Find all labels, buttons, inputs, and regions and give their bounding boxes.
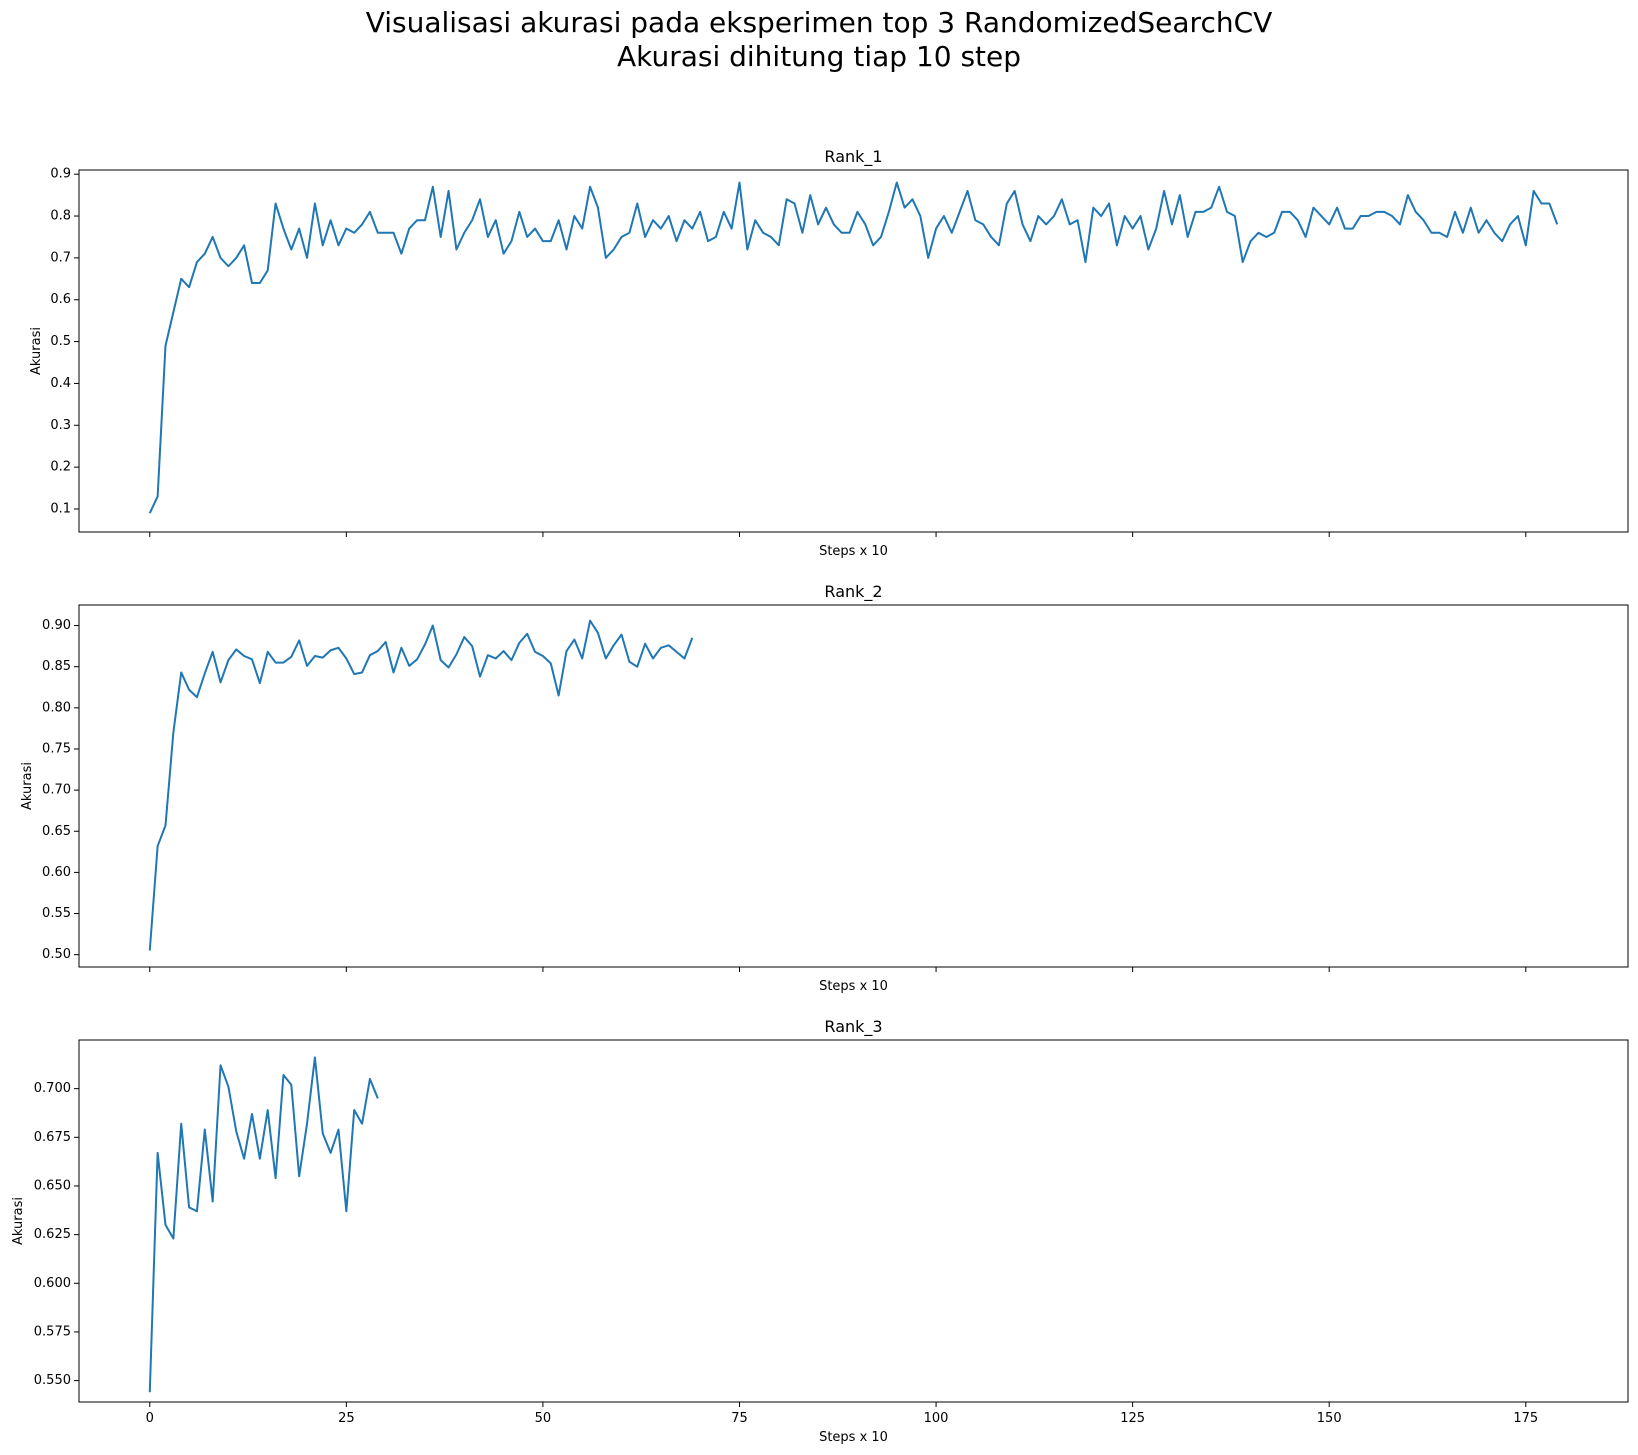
y-tick-label: 0.7 [50, 250, 71, 265]
x-tick-label: 100 [924, 1411, 949, 1426]
axes-frame [78, 169, 1629, 533]
x-tick-label: 50 [535, 1411, 552, 1426]
x-axis-label: Steps x 10 [819, 979, 888, 994]
y-tick-label: 0.8 [50, 209, 71, 224]
y-tick-label: 0.55 [42, 906, 71, 921]
figure-title-line-2: Akurasi dihitung tiap 10 step [616, 40, 1022, 73]
y-tick-label: 0.1 [50, 501, 71, 516]
x-axis-label: Steps x 10 [819, 1430, 888, 1445]
x-tick-label: 75 [731, 1411, 748, 1426]
y-tick-label: 0.675 [34, 1130, 71, 1145]
x-tick-label: 150 [1317, 1411, 1342, 1426]
y-tick-label: 0.85 [42, 659, 71, 674]
chart-panel-1: 0.1 0.2 0.3 0.4 0.5 0.6 0.7 0.8 0.9 Rank_1 Steps x… [29, 147, 1629, 559]
y-tick-label: 0.75 [42, 741, 71, 756]
x-tick-label: 175 [1513, 1411, 1538, 1426]
series-line-2-1 [148, 619, 694, 951]
x-tick-label: 125 [1120, 1411, 1145, 1426]
figure-title: Visualisasi akurasi pada eksperimen top … [0, 6, 1638, 74]
y-tick-label: 0.9 [50, 167, 71, 182]
y-tick-label: 0.5 [50, 334, 71, 349]
axes-frame [78, 1039, 1629, 1403]
y-tick-label: 0.90 [42, 618, 71, 633]
axes-frame [78, 604, 1629, 968]
y-tick-label: 0.3 [50, 418, 71, 433]
y-tick-label: 0.700 [34, 1081, 71, 1096]
y-tick-label: 0.70 [42, 783, 71, 798]
y-tick-label: 0.65 [42, 824, 71, 839]
y-tick-label: 0.2 [50, 460, 71, 475]
y-tick-label: 0.80 [42, 700, 71, 715]
panel-title: Rank_3 [824, 1017, 882, 1037]
y-tick-label: 0.650 [34, 1178, 71, 1193]
figure-title-line-1: Visualisasi akurasi pada eksperimen top … [365, 6, 1273, 39]
y-axis-label: Akurasi [11, 1197, 26, 1245]
y-axis-label: Akurasi [29, 327, 44, 375]
y-tick-label: 0.550 [34, 1373, 71, 1388]
y-tick-label: 0.60 [42, 865, 71, 880]
chart-panel-2: 0.50 0.55 0.60 0.65 0.70 0.75 0.80 0.85 0.90 Rank… [20, 582, 1629, 994]
panel-title: Rank_1 [824, 147, 882, 167]
y-tick-label: 0.575 [34, 1324, 71, 1339]
y-tick-label: 0.600 [34, 1276, 71, 1291]
x-tick-label: 25 [338, 1411, 355, 1426]
panel-title: Rank_2 [824, 582, 882, 602]
y-tick-label: 0.625 [34, 1227, 71, 1242]
y-tick-label: 0.6 [50, 292, 71, 307]
series-line-1-1 [148, 181, 1559, 514]
y-tick-label: 0.4 [50, 376, 71, 391]
y-axis-label: Akurasi [20, 762, 35, 810]
x-axis-label: Steps x 10 [819, 544, 888, 559]
y-tick-label: 0.50 [42, 947, 71, 962]
series-line-3-1 [148, 1056, 379, 1393]
chart-panel-3: 0.550 0.575 0.600 0.625 0.650 0.675 0.700 0 25 50… [11, 1017, 1629, 1445]
x-tick-label: 0 [146, 1411, 154, 1426]
